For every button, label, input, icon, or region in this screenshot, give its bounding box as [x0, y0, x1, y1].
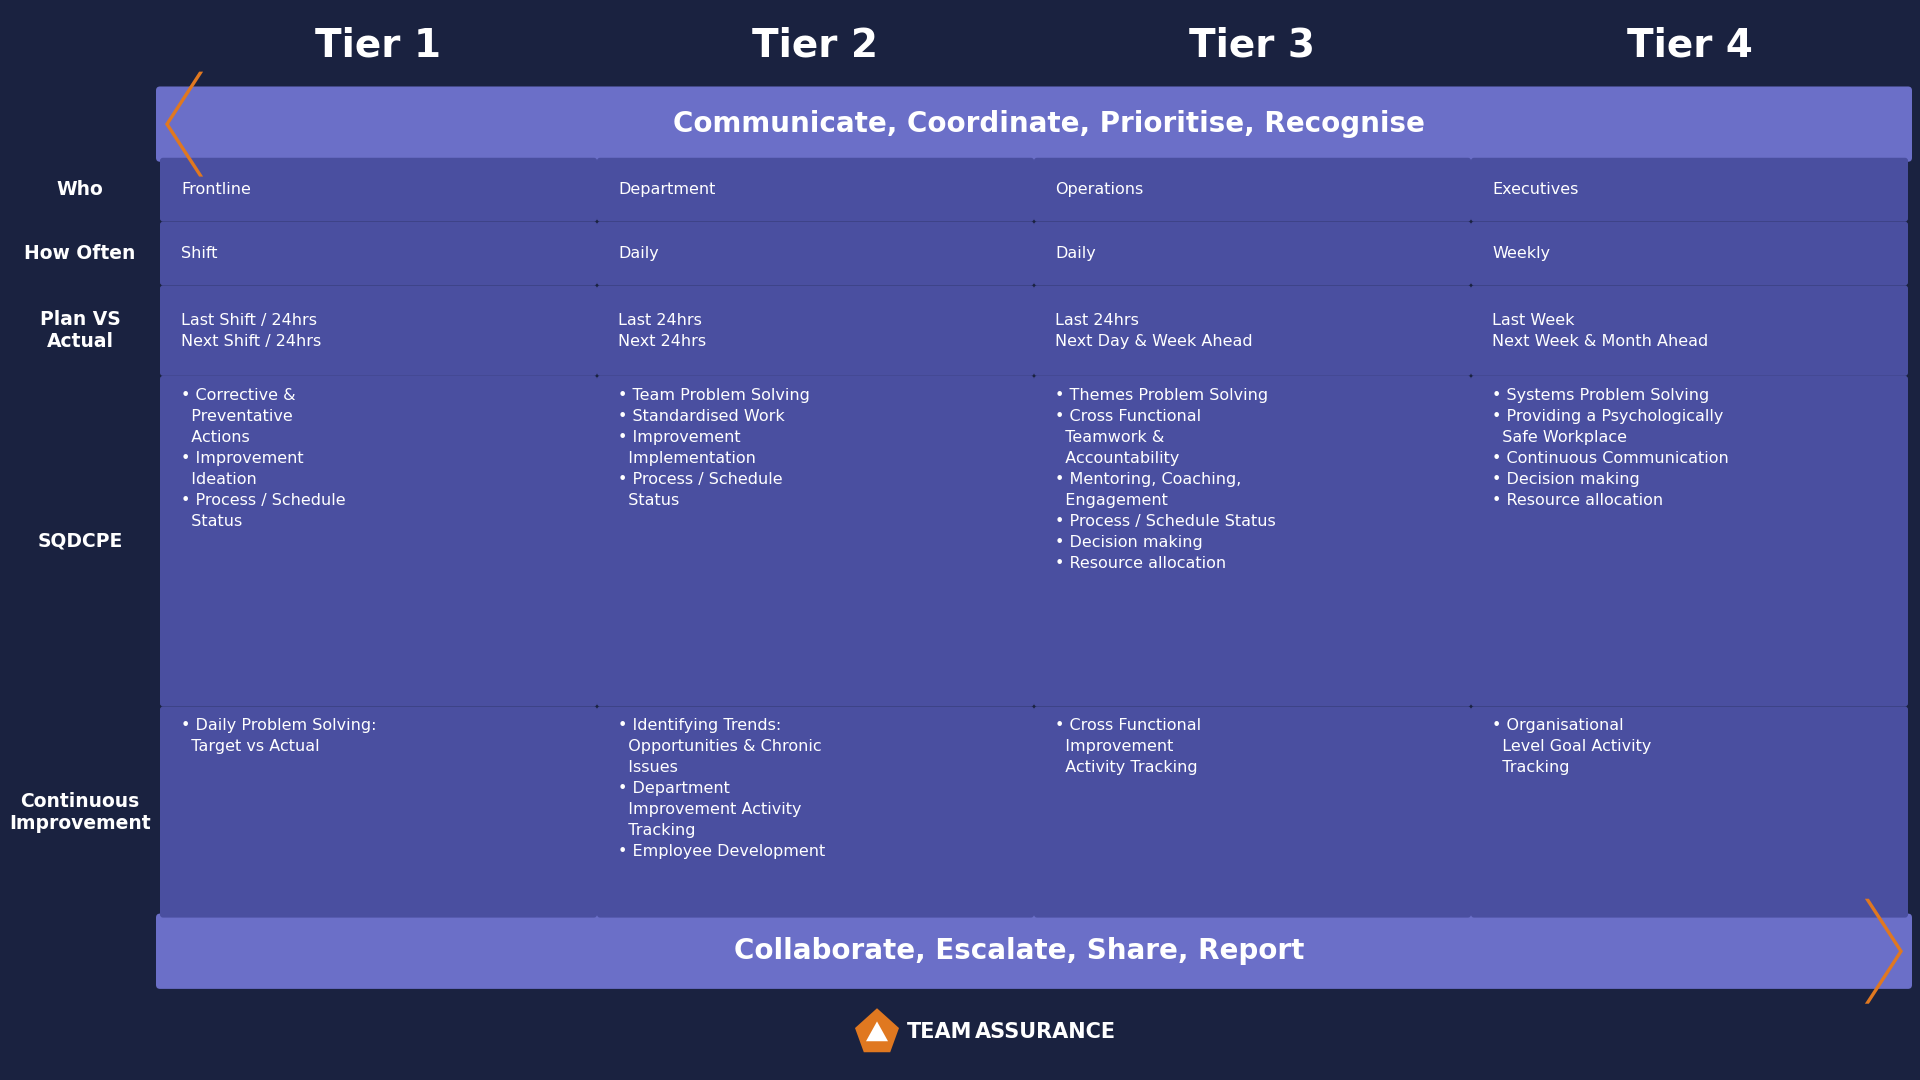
Text: • Cross Functional
  Improvement
  Activity Tracking: • Cross Functional Improvement Activity …: [1054, 718, 1202, 775]
Text: Last Shift / 24hrs
Next Shift / 24hrs: Last Shift / 24hrs Next Shift / 24hrs: [180, 312, 321, 349]
FancyBboxPatch shape: [597, 158, 1035, 221]
Text: Last 24hrs
Next 24hrs: Last 24hrs Next 24hrs: [618, 312, 707, 349]
Text: Tier 3: Tier 3: [1190, 26, 1315, 64]
Text: Continuous
Improvement: Continuous Improvement: [10, 792, 152, 833]
Polygon shape: [1864, 899, 1903, 1003]
Text: Tier 2: Tier 2: [753, 26, 879, 64]
FancyBboxPatch shape: [597, 706, 1035, 918]
Text: • Systems Problem Solving
• Providing a Psychologically
  Safe Workplace
• Conti: • Systems Problem Solving • Providing a …: [1492, 388, 1728, 508]
FancyBboxPatch shape: [1471, 706, 1908, 918]
FancyBboxPatch shape: [159, 221, 597, 285]
Text: • Team Problem Solving
• Standardised Work
• Improvement
  Implementation
• Proc: • Team Problem Solving • Standardised Wo…: [618, 388, 810, 508]
FancyBboxPatch shape: [597, 285, 1035, 376]
Text: Communicate, Coordinate, Prioritise, Recognise: Communicate, Coordinate, Prioritise, Rec…: [674, 110, 1425, 138]
FancyBboxPatch shape: [156, 86, 1912, 162]
FancyBboxPatch shape: [1035, 221, 1471, 285]
FancyBboxPatch shape: [1035, 376, 1471, 706]
FancyBboxPatch shape: [1035, 158, 1471, 221]
Text: Tier 4: Tier 4: [1626, 26, 1753, 64]
FancyBboxPatch shape: [159, 376, 597, 706]
Text: Daily: Daily: [1054, 246, 1096, 261]
Text: • Corrective &
  Preventative
  Actions
• Improvement
  Ideation
• Process / Sch: • Corrective & Preventative Actions • Im…: [180, 388, 346, 529]
Text: ASSURANCE: ASSURANCE: [975, 1023, 1116, 1042]
Text: Weekly: Weekly: [1492, 246, 1549, 261]
FancyBboxPatch shape: [159, 285, 597, 376]
Text: Shift: Shift: [180, 246, 217, 261]
Text: • Daily Problem Solving:
  Target vs Actual: • Daily Problem Solving: Target vs Actua…: [180, 718, 376, 755]
Polygon shape: [165, 71, 204, 177]
Text: Operations: Operations: [1054, 183, 1142, 198]
FancyBboxPatch shape: [159, 158, 597, 221]
FancyBboxPatch shape: [1471, 158, 1908, 221]
FancyBboxPatch shape: [156, 914, 1912, 989]
Text: SQDCPE: SQDCPE: [36, 531, 123, 551]
FancyBboxPatch shape: [1471, 376, 1908, 706]
FancyBboxPatch shape: [597, 221, 1035, 285]
Text: • Themes Problem Solving
• Cross Functional
  Teamwork &
  Accountability
• Ment: • Themes Problem Solving • Cross Functio…: [1054, 388, 1275, 571]
Text: Collaborate, Escalate, Share, Report: Collaborate, Escalate, Share, Report: [733, 937, 1304, 966]
Text: • Organisational
  Level Goal Activity
  Tracking: • Organisational Level Goal Activity Tra…: [1492, 718, 1651, 775]
FancyBboxPatch shape: [159, 706, 597, 918]
FancyBboxPatch shape: [1035, 285, 1471, 376]
Text: Daily: Daily: [618, 246, 659, 261]
Text: Department: Department: [618, 183, 716, 198]
Polygon shape: [866, 1022, 887, 1041]
Text: Last Week
Next Week & Month Ahead: Last Week Next Week & Month Ahead: [1492, 312, 1709, 349]
Text: Tier 1: Tier 1: [315, 26, 442, 64]
Text: Last 24hrs
Next Day & Week Ahead: Last 24hrs Next Day & Week Ahead: [1054, 312, 1252, 349]
FancyBboxPatch shape: [1471, 285, 1908, 376]
FancyBboxPatch shape: [1035, 706, 1471, 918]
Text: • Identifying Trends:
  Opportunities & Chronic
  Issues
• Department
  Improvem: • Identifying Trends: Opportunities & Ch…: [618, 718, 826, 860]
FancyBboxPatch shape: [1471, 221, 1908, 285]
Text: Executives: Executives: [1492, 183, 1578, 198]
Polygon shape: [854, 1009, 899, 1052]
Text: Frontline: Frontline: [180, 183, 252, 198]
Text: How Often: How Often: [25, 244, 136, 262]
Text: Who: Who: [56, 180, 104, 199]
Text: Plan VS
Actual: Plan VS Actual: [40, 310, 121, 351]
Text: TEAM: TEAM: [906, 1023, 972, 1042]
FancyBboxPatch shape: [597, 376, 1035, 706]
